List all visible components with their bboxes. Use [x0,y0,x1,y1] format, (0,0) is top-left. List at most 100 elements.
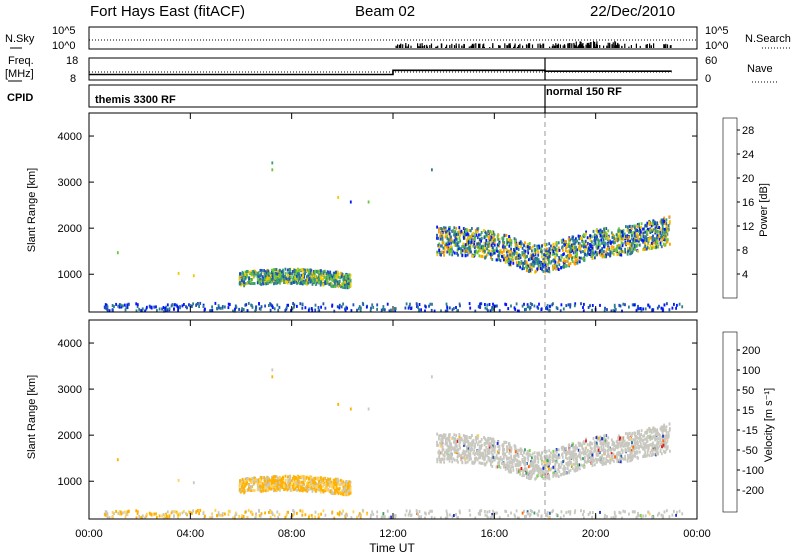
power-cell [587,250,589,253]
velocity-cell [481,462,483,465]
velocity-cell [283,488,285,491]
velocity-cell [262,486,264,489]
power-cell [320,306,322,309]
power-cell [551,303,553,306]
velocity-cell [198,512,200,515]
velocity-cell [164,514,166,517]
power-cell [442,237,444,240]
nsearch-bar [532,45,533,49]
power-cell [486,304,488,307]
power-cell [481,237,483,240]
power-cell [215,302,217,305]
velocity-cell [327,483,329,486]
power-cell [441,232,443,235]
power-cell [662,228,664,231]
power-cell [302,303,304,306]
power-cell [590,249,592,252]
velocity-cell [606,515,608,518]
power-cell [286,306,288,309]
power-cell [309,277,311,280]
velocity-cell [318,488,320,491]
power-cell [555,261,557,264]
power-cell [599,250,601,253]
power-cell [448,242,450,245]
power-cell [337,271,339,274]
velocity-cell [479,509,481,512]
velocity-cell [657,438,659,441]
power-cell [578,235,580,238]
nsearch-bar [646,45,647,48]
power-cell [112,304,114,307]
power-cell [445,243,447,246]
power-cell [436,234,438,237]
power-cell [489,303,491,306]
power-cell [177,305,179,308]
velocity-cell [545,514,547,517]
nsky-panel: N.Sky 10^5 10^0 10^5 10^0 N.Search [5,25,792,52]
velocity-cell [314,516,316,519]
velocity-cell [641,429,643,432]
power-cell [511,239,513,242]
velocity-cell [268,511,270,514]
power-cell [603,250,605,253]
power-cell [301,268,303,271]
power-cell [555,268,557,271]
power-panel-frame [89,113,697,312]
power-cell [537,247,539,250]
velocity-cell [182,511,184,514]
velocity-cell [238,515,240,518]
velocity-cell [345,481,347,484]
power-cell [239,272,241,275]
power-cell [669,308,671,311]
power-cell [446,251,448,254]
power-cell [491,258,493,261]
power-cell [335,276,337,279]
power-cell [276,304,278,307]
power-cell [510,248,512,251]
nsearch-bar [621,46,622,48]
power-cell [477,227,479,230]
power-cell [417,306,419,309]
power-cell [503,237,505,240]
velocity-cell [669,450,671,453]
nsearch-bar [667,44,668,48]
power-cell [563,307,565,310]
power-cell [620,305,622,308]
power-cell [228,306,230,309]
velocity-cell [470,442,472,445]
power-cell [553,250,555,253]
velocity-cell [254,489,256,492]
power-cell [243,308,245,311]
power-cell [416,303,418,306]
power-cell [511,250,513,253]
velocity-cell [122,511,124,514]
power-cell [525,250,527,253]
power-cell [490,252,492,255]
power-cell [598,246,600,249]
power-cell [198,305,200,308]
velocity-cell [128,510,130,513]
power-cell [516,252,518,255]
power-cell [246,270,248,273]
power-cell [279,269,281,272]
nsearch-bar [614,45,615,48]
power-cell [631,251,633,254]
power-cell [666,218,668,221]
velocity-cell [272,481,274,484]
velocity-cell [264,512,266,515]
power-cell [320,277,322,280]
power-cell [628,306,630,309]
power-cell [625,235,627,238]
power-cell [492,246,494,249]
power-cell [577,262,579,265]
nsearch-bar [576,42,577,49]
nsearch-bar [469,47,470,49]
velocity-cell [211,516,213,519]
velocity-cell [634,510,636,513]
power-cell [529,242,531,245]
velocity-cell [614,513,616,516]
power-cell [601,247,603,250]
velocity-cell [584,456,586,459]
power-cell [450,235,452,238]
velocity-cell [263,476,265,479]
